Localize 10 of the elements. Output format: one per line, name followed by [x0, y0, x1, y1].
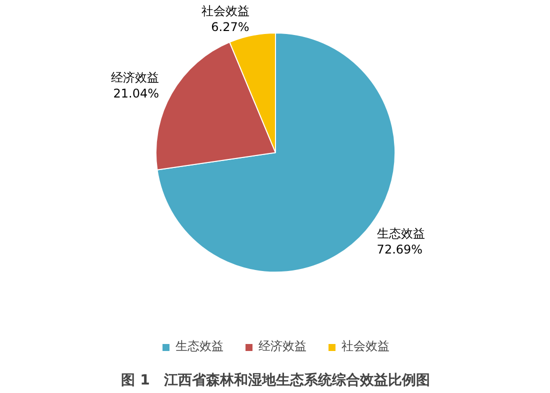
legend-label: 生态效益	[176, 338, 224, 355]
text: 图 1 江西省森林和湿地生态系统综合效益比例图	[121, 372, 430, 388]
slice-label: 经济效益	[111, 70, 160, 84]
slice-label: 生态效益	[376, 226, 425, 241]
data-label: 6.27%	[211, 20, 250, 34]
slice-label: 社会效益	[201, 4, 250, 18]
data-label: 21.04%	[113, 86, 160, 100]
legend-label: 社会效益	[342, 338, 390, 355]
legend-label: 经济效益	[258, 338, 306, 355]
data-label: 72.69%	[376, 242, 423, 257]
